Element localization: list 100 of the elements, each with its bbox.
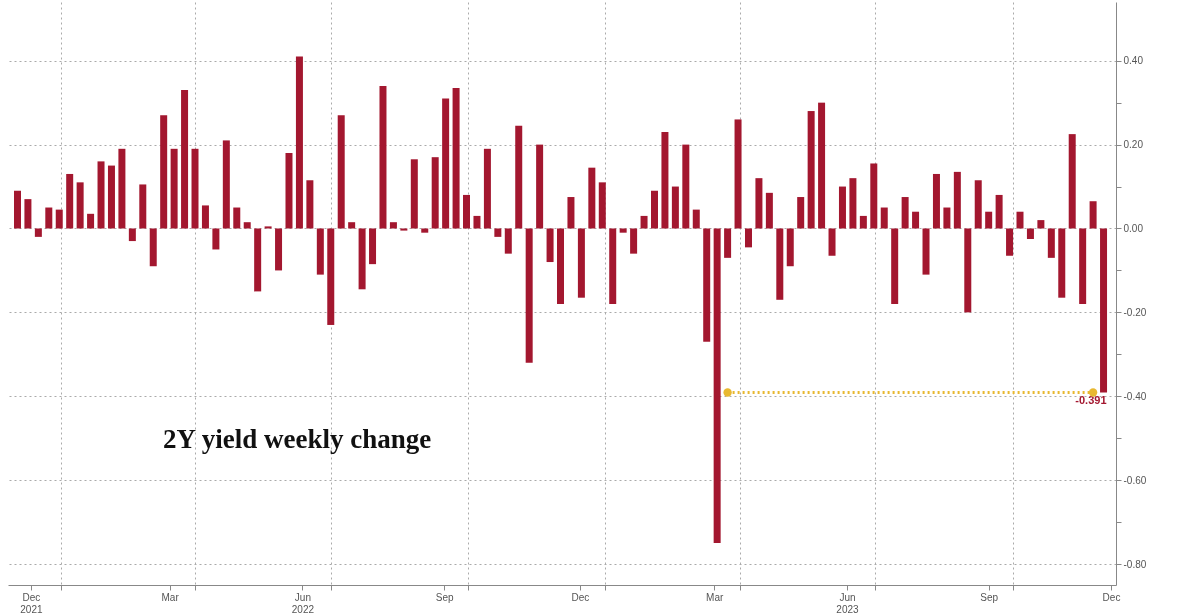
- bar: [285, 152, 293, 229]
- bar: [995, 194, 1003, 229]
- bar: [849, 178, 857, 229]
- x-tick-label: Dec 2021: [20, 591, 43, 615]
- bar: [76, 182, 84, 229]
- bar: [525, 228, 533, 363]
- bar: [34, 228, 42, 237]
- bar: [66, 173, 74, 229]
- bar: [348, 222, 356, 229]
- bar: [661, 132, 669, 229]
- bar: [755, 178, 763, 229]
- bar: [692, 209, 700, 229]
- x-tick-label: Dec: [571, 591, 590, 603]
- bar: [1058, 228, 1066, 298]
- bar: [97, 161, 105, 229]
- bar: [588, 167, 596, 229]
- bar: [1100, 228, 1108, 393]
- x-tick-label: Sep: [980, 591, 999, 603]
- bar: [1016, 211, 1024, 229]
- bar: [149, 228, 157, 267]
- bar: [389, 222, 397, 229]
- bar: [964, 228, 972, 313]
- bar: [557, 228, 565, 304]
- bar: [724, 228, 732, 258]
- bar: [891, 228, 899, 304]
- bar: [901, 197, 909, 229]
- bar: [275, 228, 283, 271]
- bar: [630, 228, 638, 254]
- bar: [985, 211, 993, 229]
- bar: [1006, 228, 1014, 256]
- bar: [170, 148, 178, 229]
- x-tick-label: Sep: [435, 591, 454, 603]
- bar: [838, 186, 846, 229]
- bar: [379, 85, 387, 229]
- bar: [671, 186, 679, 229]
- bar: [744, 228, 752, 248]
- y-tick-label: 0.00: [1123, 222, 1144, 234]
- bar: [536, 144, 544, 229]
- bar: [87, 213, 95, 229]
- bar: [45, 207, 53, 229]
- bar: [13, 190, 21, 229]
- annotation: 2Y yield weekly change: [163, 424, 432, 454]
- bar: [369, 228, 377, 265]
- bar: [953, 171, 961, 229]
- bar: [128, 228, 136, 242]
- bar: [306, 180, 314, 229]
- bar: [818, 102, 826, 229]
- bar: [598, 182, 606, 229]
- bar: [734, 119, 742, 229]
- x-tick-label: Mar: [161, 591, 180, 603]
- bar: [233, 207, 241, 229]
- bar: [160, 115, 168, 229]
- bar: [107, 165, 115, 229]
- bar: [859, 215, 867, 229]
- bar: [254, 228, 262, 292]
- bar: [880, 207, 888, 229]
- bar: [682, 144, 690, 229]
- y-tick-label: -0.80: [1123, 558, 1147, 570]
- bar: [327, 228, 335, 325]
- bar: [912, 211, 920, 229]
- bar: [139, 184, 147, 229]
- bar: [55, 209, 63, 229]
- bar: [1026, 228, 1034, 239]
- bar: [515, 125, 523, 229]
- bar: [181, 90, 189, 229]
- bar: [932, 173, 940, 229]
- bar: [828, 228, 836, 256]
- bar: [442, 98, 450, 229]
- bar: [807, 111, 815, 229]
- bar: [567, 197, 575, 229]
- bar: [713, 228, 721, 544]
- bar: [609, 228, 617, 304]
- data-label: -0.391: [1075, 394, 1107, 407]
- bar: [650, 190, 658, 229]
- x-tick-label: Jun 2023: [836, 591, 859, 615]
- bar: [619, 228, 627, 233]
- bar: [212, 228, 220, 250]
- bar: [797, 197, 805, 229]
- bar: [1037, 220, 1045, 229]
- bar: [295, 56, 303, 229]
- y-tick-label: 0.40: [1123, 55, 1144, 67]
- bar: [118, 148, 126, 229]
- x-tick-label: Mar: [706, 591, 724, 603]
- bar: [191, 148, 199, 229]
- bar: [786, 228, 794, 267]
- bar: [1079, 228, 1087, 304]
- bar: [222, 140, 230, 229]
- bar: [337, 115, 345, 229]
- bar: [494, 228, 502, 237]
- bar: [504, 228, 512, 254]
- bar: [483, 148, 491, 229]
- bar: [201, 205, 209, 229]
- x-tick-label: Jun 2022: [291, 591, 315, 615]
- bar: [24, 199, 32, 229]
- bar: [703, 228, 711, 342]
- bar: [264, 226, 272, 229]
- bar: [358, 228, 366, 290]
- bar: [243, 222, 251, 229]
- bar: [410, 159, 418, 229]
- bar: [765, 192, 773, 229]
